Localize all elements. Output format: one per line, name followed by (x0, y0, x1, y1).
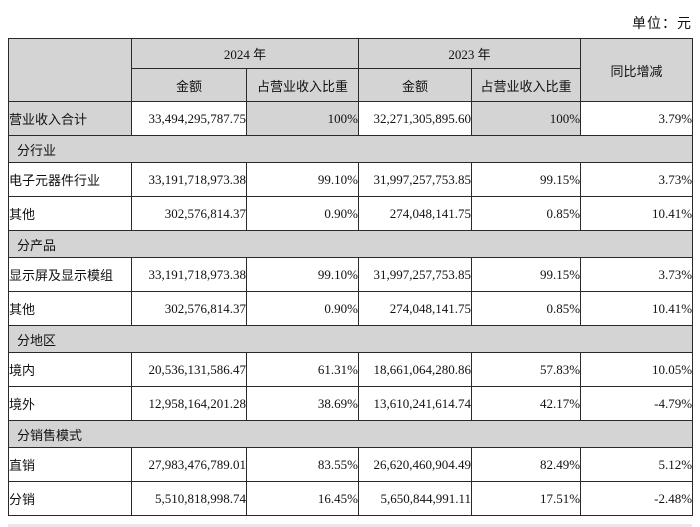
amount-2024-cell: 5,510,818,998.74 (131, 481, 247, 516)
yoy-change-cell: 10.05% (580, 352, 694, 387)
amount-2024-cell: 33,191,718,973.38 (131, 162, 247, 197)
amount-2023-cell: 13,610,241,614.74 (358, 386, 473, 421)
table-header: 2024 年 2023 年 同比增减 金额 占营业收入比重 金额 占营业收入比重 (8, 38, 694, 102)
yoy-change-cell: 10.41% (580, 196, 694, 231)
row-label-cell: 直销 (8, 447, 132, 482)
row-label-cell: 境内 (8, 352, 132, 387)
header-amount-2024: 金额 (131, 68, 247, 102)
yoy-change-cell: 10.41% (580, 291, 694, 326)
amount-2024-cell: 12,958,164,201.28 (131, 386, 247, 421)
header-year-2024: 2024 年 (130, 38, 360, 69)
yoy-change-cell: 3.73% (580, 257, 694, 292)
ratio-2024-cell: 99.10% (245, 257, 360, 292)
amount-2023-cell: 31,997,257,753.85 (358, 257, 473, 292)
row-label-cell: 分销 (8, 481, 132, 516)
amount-2024-cell: 302,576,814.37 (131, 291, 247, 326)
row-label-cell: 其他 (8, 291, 132, 326)
header-blank-cell (8, 38, 132, 102)
ratio-2023-cell: 57.83% (471, 352, 582, 387)
row-label-cell: 境外 (8, 386, 132, 421)
table-row: 显示屏及显示模组 33,191,718,973.38 99.10% 31,997,25… (8, 257, 694, 292)
amount-2023-cell: 5,650,844,991.11 (358, 481, 473, 516)
section-row: 分地区 (7, 325, 694, 353)
table-row: 分销 5,510,818,998.74 16.45% 5,650,844,991.11… (8, 481, 694, 516)
amount-2024-cell: 302,576,814.37 (131, 196, 247, 231)
header-ratio-2024: 占营业收入比重 (245, 68, 360, 102)
yoy-change-cell: 5.12% (580, 447, 694, 482)
amount-2023-cell: 18,661,064,280.86 (358, 352, 473, 387)
ratio-2023-cell: 100% (471, 101, 582, 136)
amount-2024-cell: 27,983,476,789.01 (131, 447, 247, 482)
table-row: 其他 302,576,814.37 0.90% 274,048,141.75 0.85%… (8, 196, 694, 231)
unit-label: 单位：元 (632, 17, 692, 32)
table-body: 营业收入合计 33,494,295,787.75 100% 32,271,305,89… (7, 101, 694, 516)
ratio-2023-cell: 0.85% (471, 291, 582, 326)
amount-2023-cell: 32,271,305,895.60 (358, 101, 473, 136)
yoy-change-cell: 3.73% (580, 162, 694, 197)
ratio-2024-cell: 99.10% (245, 162, 360, 197)
amount-2024-cell: 20,536,131,586.47 (131, 352, 247, 387)
table-row: 直销 27,983,476,789.01 83.55% 26,620,460,904.… (8, 447, 694, 482)
header-yoy-change: 同比增减 (580, 38, 694, 102)
row-label-cell: 营业收入合计 (8, 101, 132, 136)
table-row: 电子元器件行业 33,191,718,973.38 99.10% 31,997,257… (8, 162, 694, 197)
ratio-2024-cell: 83.55% (245, 447, 360, 482)
ratio-2023-cell: 82.49% (471, 447, 582, 482)
amount-2023-cell: 31,997,257,753.85 (358, 162, 473, 197)
header-year-2023: 2023 年 (358, 38, 582, 69)
row-label-cell: 其他 (8, 196, 132, 231)
row-label-cell: 显示屏及显示模组 (8, 257, 132, 292)
row-label-cell: 电子元器件行业 (8, 162, 132, 197)
revenue-breakdown-table: 2024 年 2023 年 同比增减 金额 占营业收入比重 金额 占营业收入比重… (7, 38, 694, 516)
ratio-2023-cell: 99.15% (471, 257, 582, 292)
ratio-2023-cell: 0.85% (471, 196, 582, 231)
cutoff-next-row-artifact (8, 524, 692, 527)
ratio-2024-cell: 16.45% (245, 481, 360, 516)
ratio-2023-cell: 17.51% (471, 481, 582, 516)
amount-2023-cell: 26,620,460,904.49 (358, 447, 473, 482)
amount-2024-cell: 33,191,718,973.38 (131, 257, 247, 292)
section-row: 分行业 (7, 135, 694, 163)
ratio-2024-cell: 38.69% (245, 386, 360, 421)
ratio-2024-cell: 100% (245, 101, 360, 136)
header-ratio-2023: 占营业收入比重 (471, 68, 582, 102)
amount-2023-cell: 274,048,141.75 (358, 291, 473, 326)
amount-2024-cell: 33,494,295,787.75 (131, 101, 247, 136)
ratio-2024-cell: 61.31% (245, 352, 360, 387)
yoy-change-cell: -2.48% (580, 481, 694, 516)
section-label-cell: 分销售模式 (7, 420, 694, 448)
table-row: 其他 302,576,814.37 0.90% 274,048,141.75 0.85%… (8, 291, 694, 326)
table-row: 营业收入合计 33,494,295,787.75 100% 32,271,305,89… (8, 101, 694, 136)
amount-2023-cell: 274,048,141.75 (358, 196, 473, 231)
yoy-change-cell: 3.79% (580, 101, 694, 136)
ratio-2023-cell: 99.15% (471, 162, 582, 197)
ratio-2024-cell: 0.90% (245, 291, 360, 326)
ratio-2024-cell: 0.90% (245, 196, 360, 231)
section-row: 分产品 (7, 230, 694, 258)
section-label-cell: 分产品 (7, 230, 694, 258)
section-label-cell: 分行业 (7, 135, 694, 163)
ratio-2023-cell: 42.17% (471, 386, 582, 421)
header-row-years: 2024 年 2023 年 同比增减 (8, 38, 694, 102)
section-row: 分销售模式 (7, 420, 694, 448)
yoy-change-cell: -4.79% (580, 386, 694, 421)
table-row: 境外 12,958,164,201.28 38.69% 13,610,241,614.… (8, 386, 694, 421)
header-row-subcolumns: 金额 占营业收入比重 金额 占营业收入比重 (9, 68, 693, 102)
table-row: 境内 20,536,131,586.47 61.31% 18,661,064,280.… (8, 352, 694, 387)
header-amount-2023: 金额 (358, 68, 473, 102)
section-label-cell: 分地区 (7, 325, 694, 353)
